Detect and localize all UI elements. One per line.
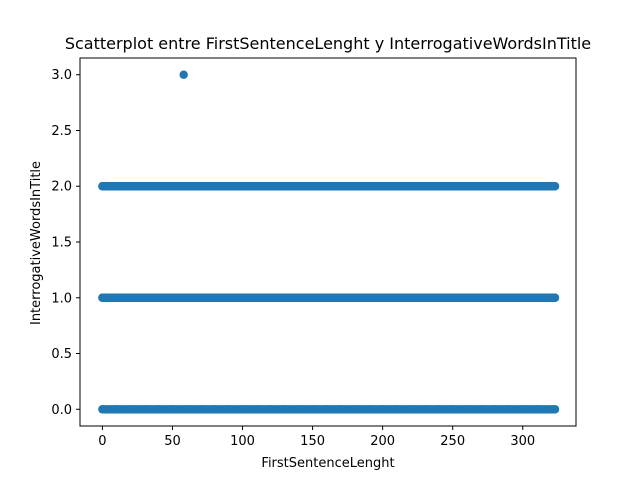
y-axis-label: InterrogativeWordsInTitle [29, 161, 44, 325]
x-tick-label: 200 [370, 434, 395, 449]
x-axis-ticks: 0 50 100 150 200 250 300 [98, 426, 535, 449]
y-axis-ticks: 0.0 0.5 1.0 1.5 2.0 2.5 3.0 [51, 68, 80, 418]
x-tick-label: 300 [510, 434, 535, 449]
x-tick-label: 150 [300, 434, 325, 449]
chart-title: Scatterplot entre FirstSentenceLenght y … [65, 34, 591, 53]
scatter-point [179, 70, 188, 79]
y-tick-label: 3.0 [51, 68, 72, 83]
x-axis-label: FirstSentenceLenght [261, 456, 394, 471]
x-tick-label: 100 [230, 434, 255, 449]
x-tick-label: 50 [164, 434, 181, 449]
y-tick-label: 2.5 [51, 124, 72, 139]
y-tick-label: 1.0 [51, 291, 72, 306]
x-tick-label: 250 [440, 434, 465, 449]
y-tick-label: 2.0 [51, 180, 72, 195]
y-tick-label: 1.5 [51, 236, 72, 251]
y-tick-label: 0.5 [51, 347, 72, 362]
y-tick-label: 0.0 [51, 403, 72, 418]
data-points [98, 70, 560, 414]
x-tick-label: 0 [98, 434, 106, 449]
